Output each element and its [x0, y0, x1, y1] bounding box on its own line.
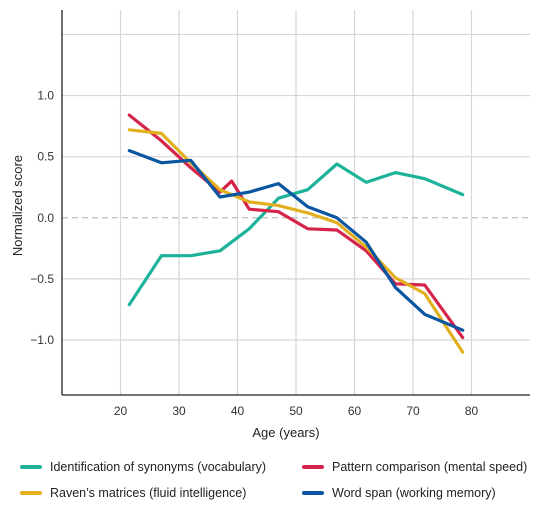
- legend-swatch-wordspan: [302, 491, 324, 495]
- legend-label-wordspan: Word span (working memory): [332, 486, 496, 500]
- legend-item-raven: Raven’s matrices (fluid intelligence): [20, 486, 246, 500]
- legend-item-synonyms: Identification of synonyms (vocabulary): [20, 460, 266, 474]
- x-tick-label: 50: [289, 404, 303, 418]
- series-lines: [127, 113, 465, 354]
- series-line-2: [127, 128, 465, 354]
- y-tick-label: 1.0: [37, 89, 54, 103]
- legend-item-wordspan: Word span (working memory): [302, 486, 496, 500]
- legend-swatch-pattern: [302, 465, 324, 469]
- x-tick-labels: 20 30 40 50 60 70 80: [114, 404, 479, 418]
- y-tick-labels: 1.0 0.5 0.0 −0.5 −1.0: [30, 89, 54, 347]
- y-tick-label: −0.5: [30, 272, 54, 286]
- legend: Identification of synonyms (vocabulary) …: [20, 452, 540, 508]
- series-line-1: [127, 113, 465, 340]
- y-tick-label: −1.0: [30, 333, 54, 347]
- series-line-3: [127, 149, 465, 332]
- x-tick-label: 70: [406, 404, 420, 418]
- x-tick-label: 80: [465, 404, 479, 418]
- legend-item-pattern: Pattern comparison (mental speed): [302, 460, 527, 474]
- x-tick-label: 30: [172, 404, 186, 418]
- x-tick-label: 20: [114, 404, 128, 418]
- line-chart: 20 30 40 50 60 70 80 1.0 0.5 0.0 −0.5 −1.0 Age (ye…: [10, 10, 530, 440]
- legend-label-raven: Raven’s matrices (fluid intelligence): [50, 486, 247, 500]
- x-axis-label: Age (years): [252, 425, 319, 440]
- legend-swatch-raven: [20, 491, 42, 495]
- legend-label-synonyms: Identification of synonyms (vocabulary): [50, 460, 267, 474]
- y-tick-label: 0.0: [37, 211, 54, 225]
- legend-label-pattern: Pattern comparison (mental speed): [332, 460, 528, 474]
- y-axis-label: Normalized score: [10, 155, 25, 256]
- axes: [61, 10, 530, 396]
- legend-swatch-synonyms: [20, 465, 42, 469]
- grid: [62, 10, 530, 395]
- x-tick-label: 40: [231, 404, 245, 418]
- x-tick-label: 60: [348, 404, 362, 418]
- y-tick-label: 0.5: [37, 150, 54, 164]
